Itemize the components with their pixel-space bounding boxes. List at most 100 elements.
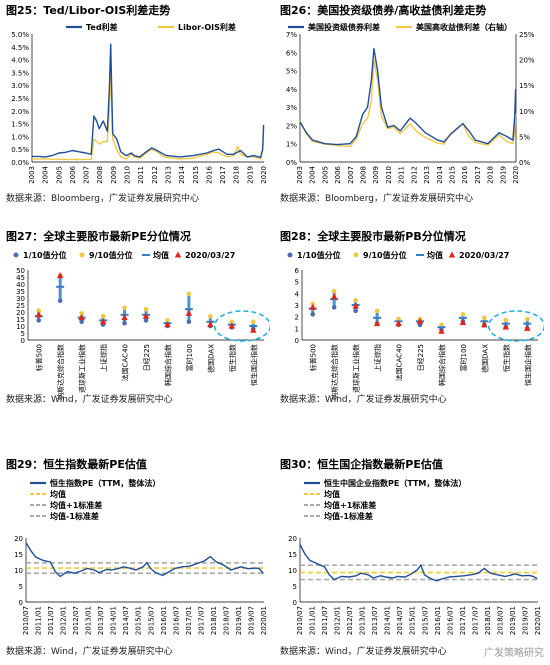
- x-tick-label: 2018/07: [222, 606, 230, 635]
- x-tick-label: 纳斯达克综合指数: [56, 344, 65, 400]
- y-tick-label: 10: [16, 323, 25, 331]
- x-tick-label: 2012/07: [346, 606, 354, 635]
- y-tick-label: 1.5%: [11, 121, 29, 129]
- y-tick-label: 2.0%: [11, 108, 29, 116]
- y-tick-label: 6: [295, 267, 300, 275]
- x-tick-label: 道琼斯工业指数: [352, 344, 361, 393]
- current-marker: [142, 312, 150, 319]
- chart-title: 图27：全球主要股市最新PE分位情况: [6, 230, 191, 243]
- data-source: 数据来源：Wind，广发证券发展研究中心: [280, 395, 447, 405]
- x-tick-label: 上证综指: [373, 344, 382, 372]
- y-tick-label: 0.0%: [11, 159, 29, 167]
- x-tick-label: 2011/01: [35, 606, 43, 635]
- x-tick-label: 2017/01: [185, 606, 193, 635]
- x-tick-label: 日经225: [142, 344, 151, 371]
- x-tick-label: 标普500: [35, 344, 44, 371]
- p90-point: [165, 318, 170, 323]
- y-tick-label: 15: [16, 316, 25, 324]
- p90-point: [36, 308, 42, 313]
- x-tick-label: 2009: [110, 166, 118, 184]
- legend-label: 均值: [153, 250, 169, 260]
- x-tick-label: 2013: [164, 166, 172, 184]
- x-tick-label: 2017: [219, 166, 227, 184]
- current-marker: [56, 272, 64, 279]
- legend-label: Libor-OIS利差: [178, 22, 236, 32]
- x-tick-label: 2016/01: [434, 606, 442, 635]
- x-tick-label: 2011/07: [321, 606, 329, 635]
- current-marker: [207, 321, 214, 328]
- x-tick-label: 2019/01: [509, 606, 517, 635]
- ted-libor-chart: 0.0% 0.5% 1.0% 1.5% 2.0% 2.5% 3.0% 3.5% 4.0% 4.5%…: [11, 22, 268, 184]
- p90-point: [396, 316, 401, 322]
- x-tick-label: 2004: [309, 165, 317, 183]
- series-line-1: [32, 43, 265, 159]
- current-marker: [395, 320, 402, 327]
- data-source: 数据来源：Wind，广发证券发展研究中心: [280, 647, 447, 657]
- x-tick-label: 2006: [334, 165, 342, 183]
- chart-title: 图25：Ted/Libor-OIS利差走势: [6, 4, 171, 17]
- y-tick-label: 0: [21, 337, 25, 345]
- x-tick-label: 2015/07: [147, 606, 155, 635]
- current-marker: [481, 321, 488, 328]
- panel-fig29: 图29：恒生指数最新PE估值 0 5 10 15 20 2010/07 2011/01 201…: [6, 456, 270, 662]
- p90-point: [229, 319, 235, 325]
- x-tick-label: 上证综指: [99, 344, 108, 372]
- x-tick-label: 2019: [246, 166, 254, 184]
- x-tick-label: 2012/01: [334, 606, 342, 635]
- y-tick-label: 3%: [286, 104, 297, 112]
- p90-point: [482, 315, 487, 321]
- series-line-1: [299, 47, 517, 146]
- x-tick-label: 2017: [474, 166, 482, 184]
- x-tick-label: 2007: [83, 166, 91, 184]
- chart-title: 图29：恒生指数最新PE估值: [6, 458, 147, 471]
- legend-label: 2020/03/27: [185, 251, 235, 260]
- x-tick-label: 2004: [42, 165, 50, 183]
- p10-point: [310, 312, 316, 317]
- data-source: 数据来源：Wind，广发证券发展研究中心: [6, 395, 173, 405]
- y-tick-label: 25: [16, 302, 25, 310]
- legend-label: 2020/03/27: [459, 251, 509, 260]
- panel-fig25: 图25：Ted/Libor-OIS利差走势 0.0% 0.5% 1.0% 1.5% 2.…: [6, 2, 270, 207]
- p90-point: [79, 311, 84, 316]
- x-tick-label: 2015: [448, 166, 456, 184]
- y-tick-label: 20: [288, 535, 297, 543]
- x-tick-label: 2007: [347, 166, 355, 184]
- y2-tick-label: 20%: [519, 57, 535, 65]
- x-tick-label: 2020: [512, 166, 520, 184]
- x-tick-label: 2010: [385, 166, 393, 184]
- x-tick-label: 2013: [423, 166, 431, 184]
- x-tick-label: 韩国综合指数: [163, 344, 172, 386]
- x-tick-label: 2014/01: [384, 606, 392, 635]
- y2-tick-label: 25%: [519, 31, 535, 39]
- x-tick-label: 2005: [321, 166, 329, 184]
- y-tick-label: 4.5%: [11, 44, 29, 52]
- x-tick-label: 2016/07: [172, 606, 180, 635]
- y-tick-label: 4.0%: [11, 57, 29, 65]
- x-tick-label: 富时100: [185, 344, 194, 371]
- y2-tick-label: 0%: [519, 159, 530, 167]
- p10-point: [122, 320, 127, 326]
- legend-swatch: [13, 252, 19, 258]
- x-tick-label: 2017/07: [197, 606, 205, 635]
- x-tick-label: 2014/07: [396, 606, 404, 635]
- current-marker: [228, 322, 236, 329]
- legend-swatch: [353, 252, 359, 258]
- legend-label: 均值+1标准差: [324, 500, 376, 510]
- x-tick-label: 2018: [487, 166, 495, 184]
- chart-title: 图28：全球主要股市最新PB分位情况: [280, 230, 466, 243]
- y-tick-label: 5: [21, 330, 25, 338]
- p90-point: [122, 305, 127, 311]
- x-tick-label: 2018/07: [496, 606, 504, 635]
- x-tick-label: 2012/07: [72, 606, 80, 635]
- current-marker: [459, 319, 467, 325]
- bond-spread-chart: 0% 1% 2% 3% 4% 5% 6% 7% 0% 5% 10% 15% 20% 25% 2003 2004…: [286, 22, 535, 184]
- x-tick-label: 2014/01: [110, 606, 118, 635]
- legend-label: 均值: [427, 250, 443, 260]
- y-tick-label: 10: [288, 567, 297, 575]
- x-tick-label: 2015/01: [409, 606, 417, 635]
- x-tick-label: 2018: [233, 166, 241, 184]
- x-tick-label: 2005: [55, 166, 63, 184]
- x-tick-label: 恒生指数: [502, 344, 511, 372]
- y-tick-label: 35: [16, 288, 25, 296]
- x-tick-label: 2019: [499, 166, 507, 184]
